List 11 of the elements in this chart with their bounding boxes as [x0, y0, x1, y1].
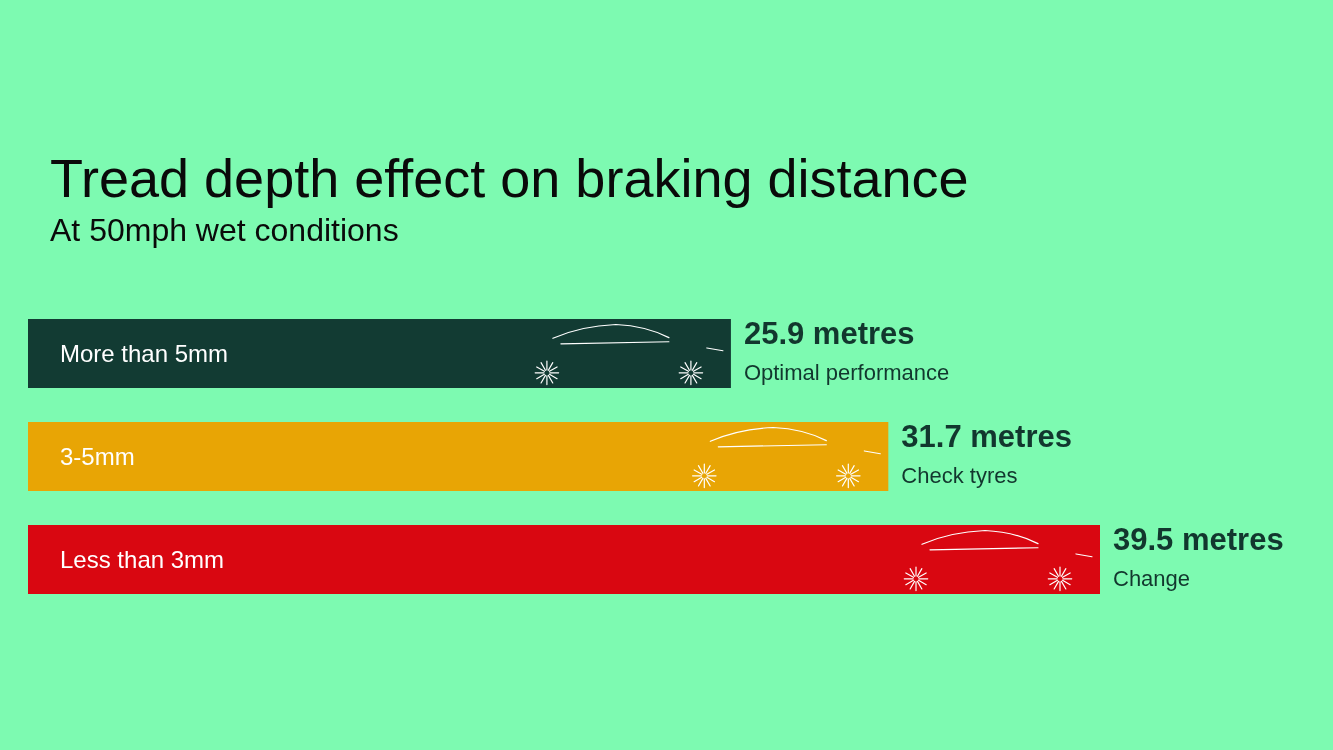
annotation: Change [1113, 566, 1191, 591]
data-label: 25.9 metres [743, 316, 915, 351]
chart-title: Tread depth effect on braking distance [50, 148, 969, 208]
chart-subtitle: At 50mph wet conditions [50, 212, 399, 248]
data-label: 31.7 metres [901, 419, 1072, 454]
y-tick-label: More than 5mm [60, 339, 229, 367]
data-label: 39.5 metres [1113, 522, 1284, 557]
annotation: Check tyres [901, 463, 1018, 488]
y-tick-label: Less than 3mm [60, 545, 225, 573]
annotation: Optimal performance [743, 360, 950, 385]
y-tick-label: 3-5mm [60, 442, 135, 470]
